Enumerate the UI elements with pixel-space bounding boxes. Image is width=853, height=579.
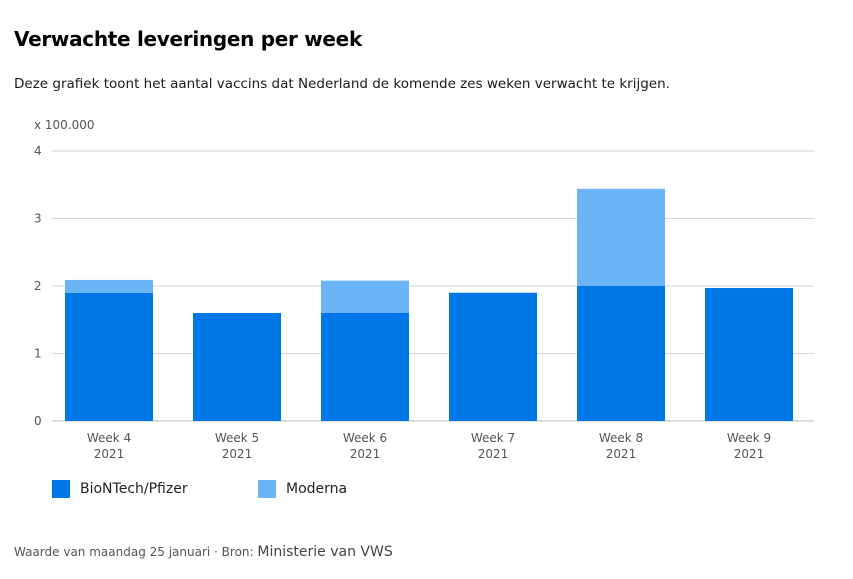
x-tick-label: Week 5 (215, 431, 259, 445)
bar-pfizer (705, 288, 793, 421)
bar-moderna (577, 188, 665, 286)
y-tick-label: 4 (34, 144, 42, 158)
footer: Waarde van maandag 25 januari · Bron: Mi… (14, 544, 393, 560)
bar-pfizer (449, 292, 537, 421)
y-tick-label: 0 (34, 414, 42, 428)
x-tick-label: 2021 (734, 447, 765, 461)
x-tick-label: 2021 (350, 447, 381, 461)
legend-item-pfizer: BioNTech/Pfizer (52, 480, 258, 498)
x-tick-label: Week 8 (599, 431, 643, 445)
footer-date: Waarde van maandag 25 januari · Bron: (14, 545, 258, 559)
bar-chart: x 100.000 0 1 2 3 4 Week 4 2021 Week 5 2021 Week … (34, 118, 814, 461)
x-tick-label: 2021 (606, 447, 637, 461)
legend-swatch (52, 480, 70, 498)
chart-subtitle: Deze grafiek toont het aantal vaccins da… (14, 76, 670, 92)
x-tick-label: Week 7 (471, 431, 515, 445)
x-tick-label: 2021 (222, 447, 253, 461)
bar-moderna (321, 280, 409, 313)
chart-title: Verwachte leveringen per week (14, 27, 362, 51)
y-tick-label: 1 (34, 347, 42, 361)
legend-item-moderna: Moderna (258, 480, 464, 498)
legend: BioNTech/Pfizer Moderna (52, 480, 464, 498)
unit-label: x 100.000 (34, 118, 95, 132)
x-tick-label: 2021 (478, 447, 509, 461)
bar-pfizer (321, 313, 409, 421)
bar-pfizer (65, 292, 153, 421)
bar-pfizer (577, 286, 665, 421)
footer-source: Ministerie van VWS (257, 544, 393, 560)
x-tick-label: Week 9 (727, 431, 771, 445)
x-tick-label: Week 4 (87, 431, 131, 445)
y-tick-label: 2 (34, 279, 42, 293)
legend-label: BioNTech/Pfizer (80, 481, 188, 497)
legend-swatch (258, 480, 276, 498)
x-tick-label: 2021 (94, 447, 125, 461)
x-tick-label: Week 6 (343, 431, 387, 445)
bar-moderna (65, 279, 153, 293)
bar-pfizer (193, 313, 281, 421)
legend-label: Moderna (286, 481, 348, 497)
y-tick-label: 3 (34, 212, 42, 226)
